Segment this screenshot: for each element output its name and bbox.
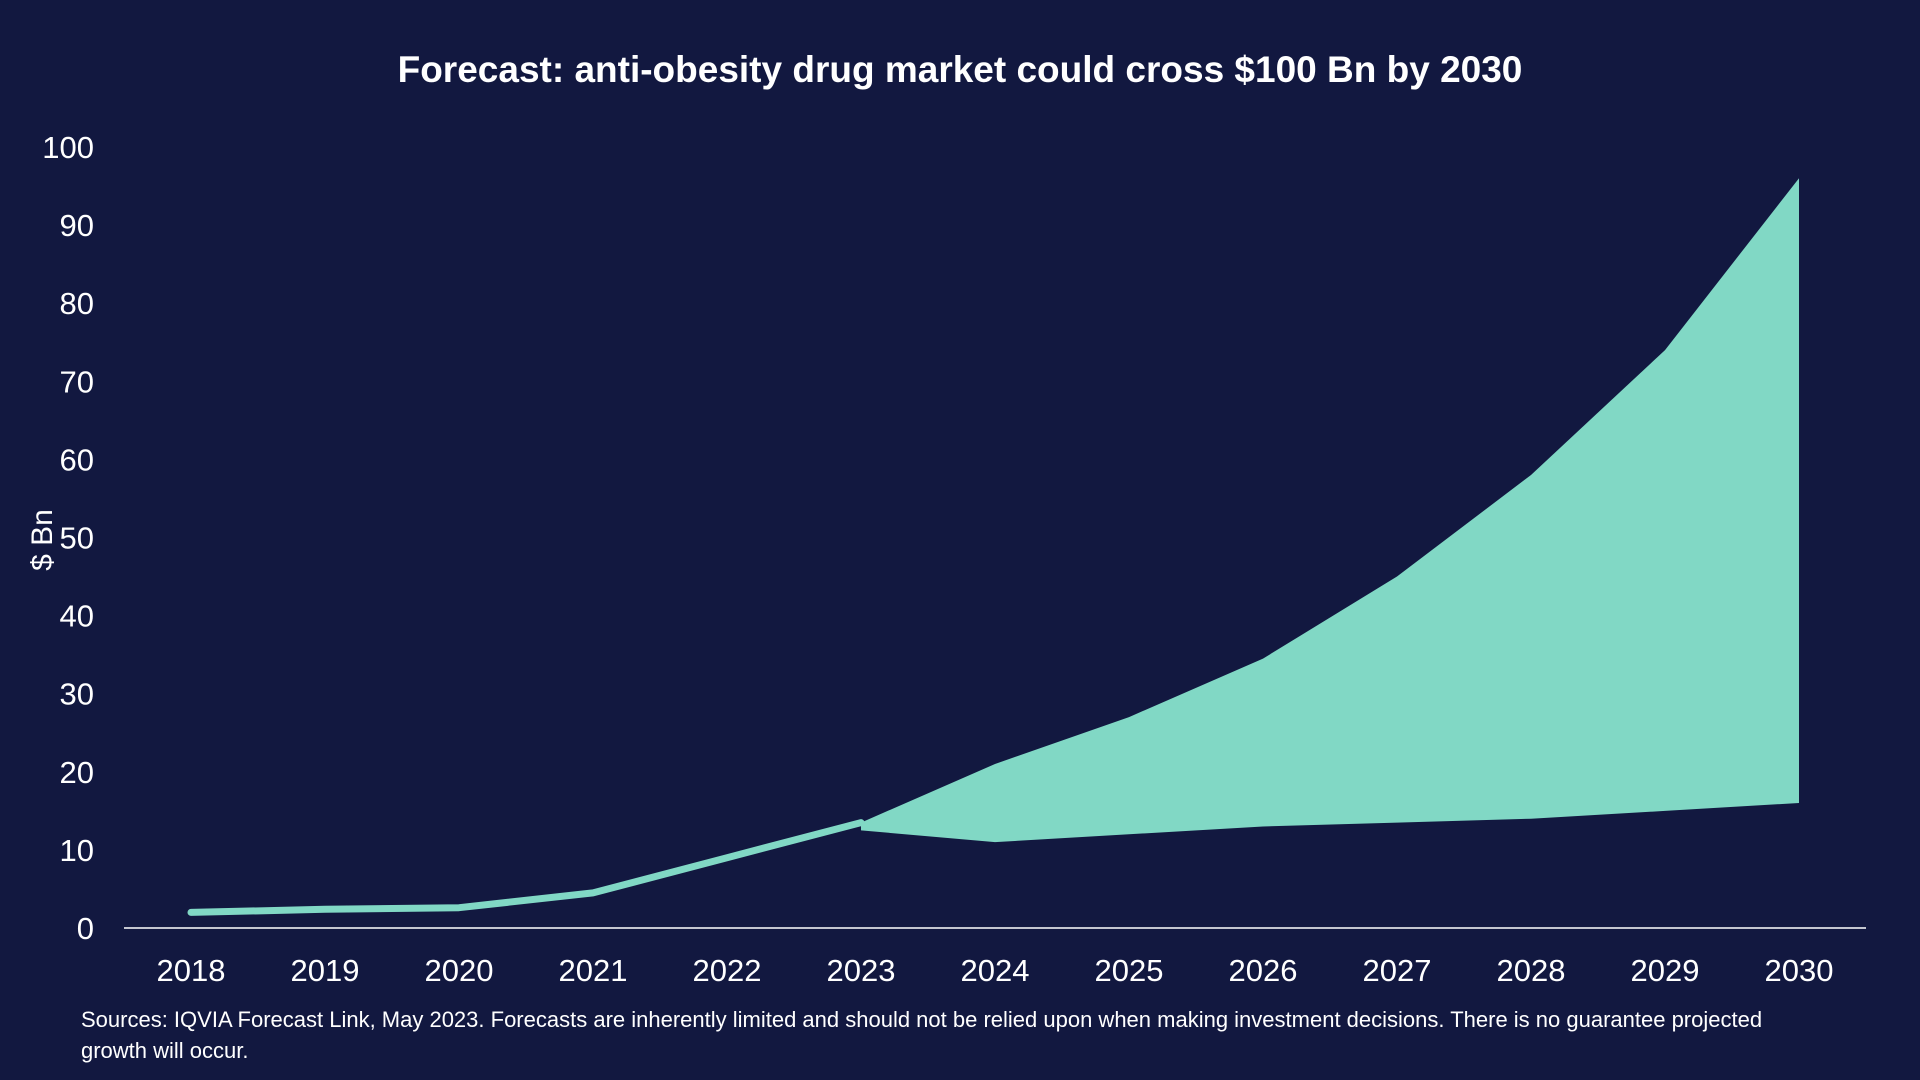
y-tick-label: 40 [60,599,94,634]
x-tick-label: 2024 [961,953,1030,988]
x-tick-label: 2026 [1229,953,1298,988]
y-tick-label: 90 [60,208,94,243]
x-tick-label: 2028 [1497,953,1566,988]
x-tick-label: 2029 [1631,953,1700,988]
x-tick-label: 2030 [1765,953,1834,988]
y-axis-label: $ Bn [26,509,59,571]
x-tick-label: 2021 [559,953,628,988]
source-note: Sources: IQVIA Forecast Link, May 2023. … [81,1007,1763,1063]
y-tick-label: 60 [60,442,94,477]
y-tick-label: 30 [60,677,94,712]
x-tick-label: 2018 [157,953,226,988]
x-tick-label: 2022 [693,953,762,988]
y-tick-label: 20 [60,755,94,790]
y-tick-label: 0 [77,911,94,946]
y-tick-label: 100 [42,130,94,165]
y-tick-label: 50 [60,521,94,556]
y-tick-labels: 0 10 20 30 40 50 60 70 80 90 100 [42,130,94,946]
x-tick-label: 2025 [1095,953,1164,988]
y-tick-label: 70 [60,364,94,399]
y-tick-label: 10 [60,833,94,868]
forecast-range-area [861,178,1799,843]
x-tick-label: 2023 [827,953,896,988]
historical-series-line [187,819,865,916]
forecast-layer [861,178,1799,843]
y-tick-label: 80 [60,286,94,321]
x-tick-labels: 2018 2019 2020 2021 2022 2023 2024 2025 2026 2027… [157,953,1834,988]
x-tick-label: 2027 [1363,953,1432,988]
historical-layer [187,819,865,916]
chart-title: Forecast: anti-obesity drug market could… [398,49,1523,90]
x-tick-label: 2019 [291,953,360,988]
x-tick-label: 2020 [425,953,494,988]
